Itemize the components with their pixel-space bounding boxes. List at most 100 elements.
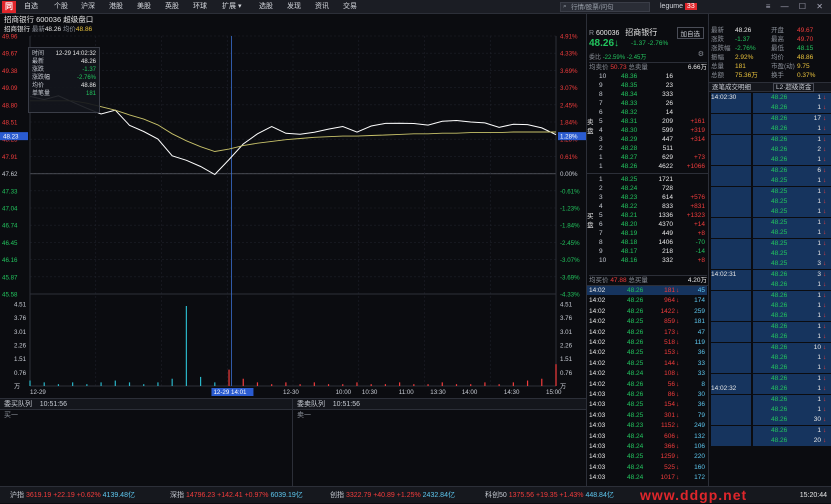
flow-row[interactable]: 48.26 1 ↓ <box>709 311 831 322</box>
ask-row[interactable]: 6 48.32 14 <box>587 108 707 117</box>
flow-row[interactable]: 48.25 1 ↓ <box>709 228 831 239</box>
index-quote[interactable]: 科创50 1375.56 +19.35 +1.43% 448.84亿 <box>485 487 614 504</box>
bid-row[interactable]: 2 48.24 728 <box>587 184 707 193</box>
flow-row[interactable]: 48.25 1 ↓ <box>709 217 831 228</box>
flow-row[interactable]: 48.25 1 ↓ <box>709 186 831 197</box>
settings-icon[interactable]: ⚙ <box>697 51 704 58</box>
tick-row[interactable]: 14:02 48.26 173 ↓ 47 <box>587 328 707 337</box>
bid-row[interactable]: 9 48.17 218 -14 <box>587 247 707 256</box>
flow-row[interactable]: 48.26 1 ↓ <box>709 155 831 166</box>
tick-row[interactable]: 14:03 48.24 1017 ↓ 172 <box>587 473 707 482</box>
flow-row[interactable]: 48.26 1 ↓ <box>709 134 831 145</box>
flow-row[interactable]: 48.26 1 ↓ <box>709 280 831 291</box>
bid-row[interactable]: 4 48.22 833 +831 <box>587 202 707 211</box>
user-account[interactable]: legume 33 <box>660 0 697 14</box>
tab-trade-detail[interactable]: 逐笔成交明细 <box>712 84 751 91</box>
tick-row[interactable]: 14:02 48.26 56 ↓ 8 <box>587 380 707 389</box>
index-quote[interactable]: 沪指 3619.19 +22.19 +0.62% 4139.48亿 <box>10 487 135 504</box>
ask-row[interactable]: 4 48.30 599 +319 <box>587 126 707 135</box>
bid-row[interactable]: 3 48.23 614 +576 <box>587 193 707 202</box>
tick-row[interactable]: 14:03 48.24 606 ↓ 132 <box>587 432 707 441</box>
ask-row[interactable]: 10 48.36 16 <box>587 72 707 81</box>
ask-row[interactable]: 1 48.27 629 +73 <box>587 153 707 162</box>
tick-row[interactable]: 14:02 48.25 144 ↓ 33 <box>587 359 707 368</box>
ask-row[interactable]: 1 48.26 4622 +1066 <box>587 162 707 171</box>
tick-row[interactable]: 14:03 48.25 154 ↓ 36 <box>587 400 707 409</box>
tick-row[interactable]: 14:02 48.25 153 ↓ 36 <box>587 348 707 357</box>
search-input[interactable]: ⌕ 行情/股票/问句 <box>560 2 650 12</box>
flow-row[interactable]: 14:02:30 48.26 1 ↓ <box>709 93 831 103</box>
window-controls[interactable]: ≡ — ☐ ✕ <box>765 2 827 11</box>
tick-row[interactable]: 14:02 48.26 1422 ↓ 259 <box>587 307 707 316</box>
nav-item-uk[interactable]: 英股 <box>165 3 179 10</box>
nav-item-hk[interactable]: 港股 <box>109 3 123 10</box>
flow-row[interactable]: 14:02:32 48.26 1 ↓ <box>709 384 831 395</box>
flow-row[interactable]: 48.25 1 ↓ <box>709 207 831 218</box>
ask-row[interactable]: 2 48.28 511 <box>587 144 707 153</box>
bid-row[interactable]: 5 48.21 1336 +1323 <box>587 211 707 220</box>
flow-row[interactable]: 48.26 2 ↓ <box>709 145 831 155</box>
flow-row[interactable]: 48.26 1 ↓ <box>709 394 831 405</box>
nav-item-news[interactable]: 资讯 <box>315 3 329 10</box>
flow-row[interactable]: 48.26 1 ↓ <box>709 290 831 301</box>
flow-row[interactable]: 48.26 1 ↓ <box>709 301 831 311</box>
nav-item-shanghai-shenzhen[interactable]: 沪深 <box>81 3 95 10</box>
flow-row[interactable]: 48.26 1 ↓ <box>709 103 831 114</box>
price-volume-svg[interactable]: 49.96 4.91% 49.67 4.33% 49.38 3.69% 49.09 3.07%… <box>0 14 586 398</box>
flow-row[interactable]: 48.26 30 ↓ <box>709 415 831 426</box>
bid-row[interactable]: 7 48.19 449 +8 <box>587 229 707 238</box>
flow-row[interactable]: 48.26 20 ↓ <box>709 436 831 447</box>
ask-row[interactable]: 9 48.35 23 <box>587 81 707 90</box>
flow-row[interactable]: 48.26 17 ↓ <box>709 113 831 124</box>
bid-row[interactable]: 6 48.20 4370 +14 <box>587 220 707 229</box>
add-watchlist-button[interactable]: 加自选 <box>676 27 704 39</box>
bid-row[interactable]: 1 48.25 1721 <box>587 175 707 184</box>
tick-row[interactable]: 14:03 48.26 86 ↓ 30 <box>587 390 707 399</box>
nav-item-screener[interactable]: 选股 <box>259 3 273 10</box>
flow-row[interactable]: 48.26 1 ↓ <box>709 124 831 135</box>
tick-list[interactable]: 14:02 48.26 181 ↓ 45 14:02 48.26 964 ↓ 174 14:02 48… <box>587 285 709 485</box>
flow-row[interactable]: 48.26 1 ↓ <box>709 425 831 436</box>
index-quote[interactable]: 深指 14796.23 +142.41 +0.97% 6039.19亿 <box>170 487 303 504</box>
nav-item-discover[interactable]: 发现 <box>287 3 301 10</box>
nav-item-trade[interactable]: 交易 <box>343 3 357 10</box>
flow-row[interactable]: 48.26 1 ↓ <box>709 405 831 415</box>
flow-row[interactable]: 14:02:31 48.26 3 ↓ <box>709 269 831 280</box>
nav-item-watchlist[interactable]: 自选 <box>24 3 38 10</box>
flow-row[interactable]: 48.26 10 ↓ <box>709 342 831 353</box>
app-logo[interactable]: 同 <box>2 1 16 13</box>
ask-row[interactable]: 3 48.29 447 +314 <box>587 135 707 144</box>
index-quote[interactable]: 创指 3322.79 +40.89 +1.25% 2432.84亿 <box>330 487 455 504</box>
flow-row[interactable]: 48.25 1 ↓ <box>709 197 831 207</box>
flow-row[interactable]: 48.26 1 ↓ <box>709 373 831 384</box>
bid-row[interactable]: 8 48.18 1406 -70 <box>587 238 707 247</box>
tick-row[interactable]: 14:02 48.25 859 ↓ 181 <box>587 317 707 326</box>
nav-item-global[interactable]: 环球 <box>193 3 207 10</box>
trade-flow-list[interactable]: 14:02:30 48.26 1 ↓ 48.26 1 ↓ 48.26 17 ↓ 48.26 1 ↓ 48.… <box>709 93 831 485</box>
flow-row[interactable]: 48.26 1 ↓ <box>709 363 831 374</box>
tick-row[interactable]: 14:03 48.24 366 ↓ 106 <box>587 442 707 451</box>
tick-row[interactable]: 14:02 48.24 108 ↓ 33 <box>587 369 707 378</box>
ask-row[interactable]: 7 48.33 26 <box>587 99 707 108</box>
nav-item-extend[interactable]: 扩展 ▾ <box>222 3 242 10</box>
flow-row[interactable]: 48.25 1 ↓ <box>709 249 831 259</box>
ask-row[interactable]: 5 48.31 209 +161 <box>587 117 707 126</box>
nav-item-us[interactable]: 美股 <box>137 3 151 10</box>
flow-row[interactable]: 48.26 1 ↓ <box>709 353 831 363</box>
tick-row[interactable]: 14:03 48.25 301 ↓ 79 <box>587 411 707 420</box>
tick-row[interactable]: 14:02 48.26 181 ↓ 45 <box>587 286 707 295</box>
nav-item-stock[interactable]: 个股 <box>54 3 68 10</box>
tick-row[interactable]: 14:03 48.23 1152 ↓ 249 <box>587 421 707 430</box>
ask-row[interactable]: 8 48.34 333 <box>587 90 707 99</box>
flow-row[interactable]: 48.26 1 ↓ <box>709 332 831 343</box>
tick-row[interactable]: 14:03 48.24 525 ↓ 160 <box>587 463 707 472</box>
flow-row[interactable]: 48.26 6 ↓ <box>709 165 831 176</box>
flow-row[interactable]: 48.26 1 ↓ <box>709 321 831 332</box>
tick-row[interactable]: 14:02 48.26 964 ↓ 174 <box>587 296 707 305</box>
tab-super-fund[interactable]: L2·超级资金 <box>773 83 815 92</box>
flow-row[interactable]: 48.25 1 ↓ <box>709 176 831 187</box>
tick-row[interactable]: 14:03 48.25 1259 ↓ 220 <box>587 452 707 461</box>
bid-row[interactable]: 10 48.16 332 +8 <box>587 256 707 265</box>
flow-row[interactable]: 48.25 1 ↓ <box>709 238 831 249</box>
tick-row[interactable]: 14:02 48.26 518 ↓ 119 <box>587 338 707 347</box>
